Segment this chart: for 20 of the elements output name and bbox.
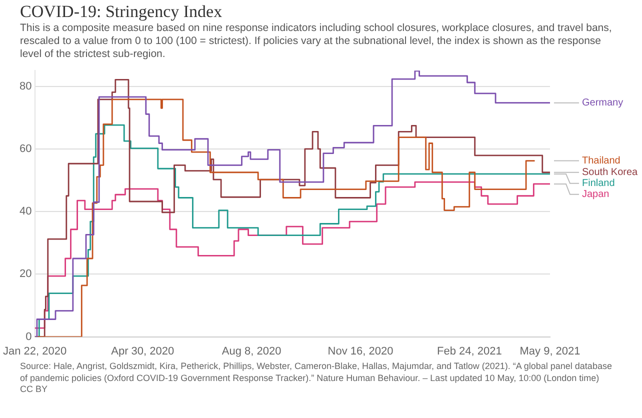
x-tick-label: Nov 16, 2020 [328,345,394,358]
source-note: Source: Hale, Angrist, Goldszmidt, Kira, Petherick, Phillips, Webster, Cameron-Blake, Hallas, Majumdar, and Tatlow (2021). “A global panel database of pandemic policies (Oxford COVID-19 Government Response Tracker).” Nature Human Behaviour. – Last updated 10 May, 10:00 (London time) [20,361,612,382]
x-tick-label: Jan 22, 2020 [2,345,67,358]
x-tick-label: May 9, 2021 [520,345,580,358]
y-tick-label: 60 [20,142,32,155]
text: South Korea [582,167,638,178]
x-tick-label: Apr 30, 2020 [111,345,174,358]
y-tick-label: 20 [20,268,32,280]
x-tick-label: Aug 8, 2020 [222,345,282,358]
text: Japan [582,189,610,200]
y-tick-label: 80 [20,80,32,92]
chart-subtitle: This is a composite measure based on nine response indicators including school closures, workplace closures, and travel bans, rescaled to a value from 0 to 100 (100 = strictest). If policies vary at the subnational level, the index is shown as the response level of the strictest sub-region. [20,22,612,61]
chart-title: COVID-19: Stringency Index [20,2,224,21]
text: Germany [582,98,624,109]
text: CC BY [20,384,48,394]
text: Finland [582,178,615,190]
text: Thailand [582,156,620,167]
x-tick-label: Feb 24, 2021 [436,345,502,358]
y-tick-label: 0 [26,330,32,343]
y-tick-label: 40 [20,206,32,218]
